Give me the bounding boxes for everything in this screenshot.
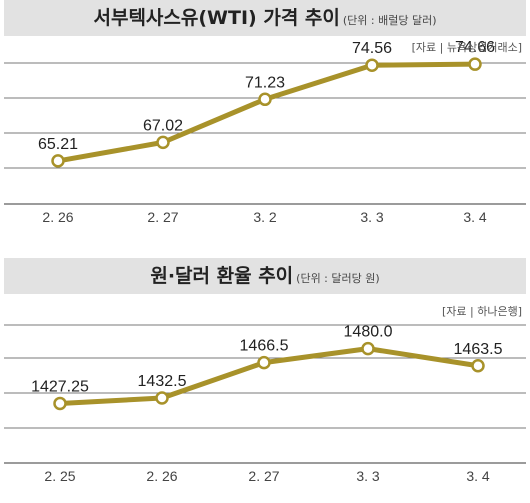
- data-label: 1466.5: [240, 338, 289, 355]
- x-tick-label: 2. 26: [146, 468, 177, 484]
- wti-title-bar: 서부텍사스유(WTI) 가격 추이 (단위 : 배럴당 달러): [4, 0, 526, 36]
- x-tick-label: 3. 2: [253, 209, 277, 225]
- data-point: [51, 154, 65, 168]
- data-label: 74.66: [455, 39, 495, 56]
- data-label: 74.56: [352, 40, 392, 57]
- data-point: [257, 355, 271, 370]
- chart-source: [자료 | 하나은행]: [441, 305, 522, 318]
- data-label: 71.23: [245, 74, 285, 91]
- x-tick-label: 3. 3: [356, 468, 380, 484]
- series-line: [57, 346, 481, 406]
- data-point: [471, 359, 485, 373]
- data-label: 1463.5: [454, 341, 503, 358]
- data-point: [258, 92, 272, 107]
- x-tick-label: 2. 26: [42, 209, 73, 225]
- exchange-rate-chart-panel: 1427.25 1432.5 1466.5 1480.0 1463.5 2. 25 2. 2…: [0, 252, 530, 503]
- chart-title: 서부텍사스유(WTI) 가격 추이: [93, 7, 340, 29]
- data-point: [365, 58, 379, 72]
- exchange-rate-line-chart: 1427.25 1432.5 1466.5 1480.0 1463.5 2. 25 2. 2…: [4, 324, 526, 484]
- chart-source: [자료 | 뉴욕상업거래소]: [411, 41, 522, 54]
- chart-title: 원·달러 환율 추이: [150, 265, 294, 287]
- chart-unit: (단위 : 배럴당 달러): [342, 14, 437, 27]
- data-point: [468, 57, 482, 71]
- data-point: [155, 391, 169, 405]
- x-tick-label: 2. 27: [147, 209, 178, 225]
- wti-chart-panel: 65.21 67.02 71.23 74.56 74.66 2. 26 2. 27 3. 2 3…: [0, 0, 530, 245]
- x-tick-label: 2. 25: [44, 468, 75, 484]
- data-label: 1427.25: [31, 378, 89, 395]
- x-tick-label: 3. 3: [360, 209, 384, 225]
- data-point: [156, 135, 170, 150]
- wti-line-chart: 65.21 67.02 71.23 74.56 74.66 2. 26 2. 27 3. 2 3…: [4, 39, 526, 225]
- x-tick-label: 3. 4: [463, 209, 487, 225]
- x-tick-label: 3. 4: [466, 468, 490, 484]
- data-label: 1480.0: [344, 324, 393, 341]
- data-point: [53, 396, 67, 411]
- data-label: 65.21: [38, 136, 78, 153]
- x-tick-label: 2. 27: [248, 468, 279, 484]
- exchange-rate-title-bar: 원·달러 환율 추이 (단위 : 달러당 원): [4, 258, 526, 294]
- data-label: 1432.5: [138, 373, 187, 390]
- chart-unit: (단위 : 달러당 원): [296, 272, 380, 285]
- data-label: 67.02: [143, 117, 183, 134]
- data-point: [361, 341, 375, 356]
